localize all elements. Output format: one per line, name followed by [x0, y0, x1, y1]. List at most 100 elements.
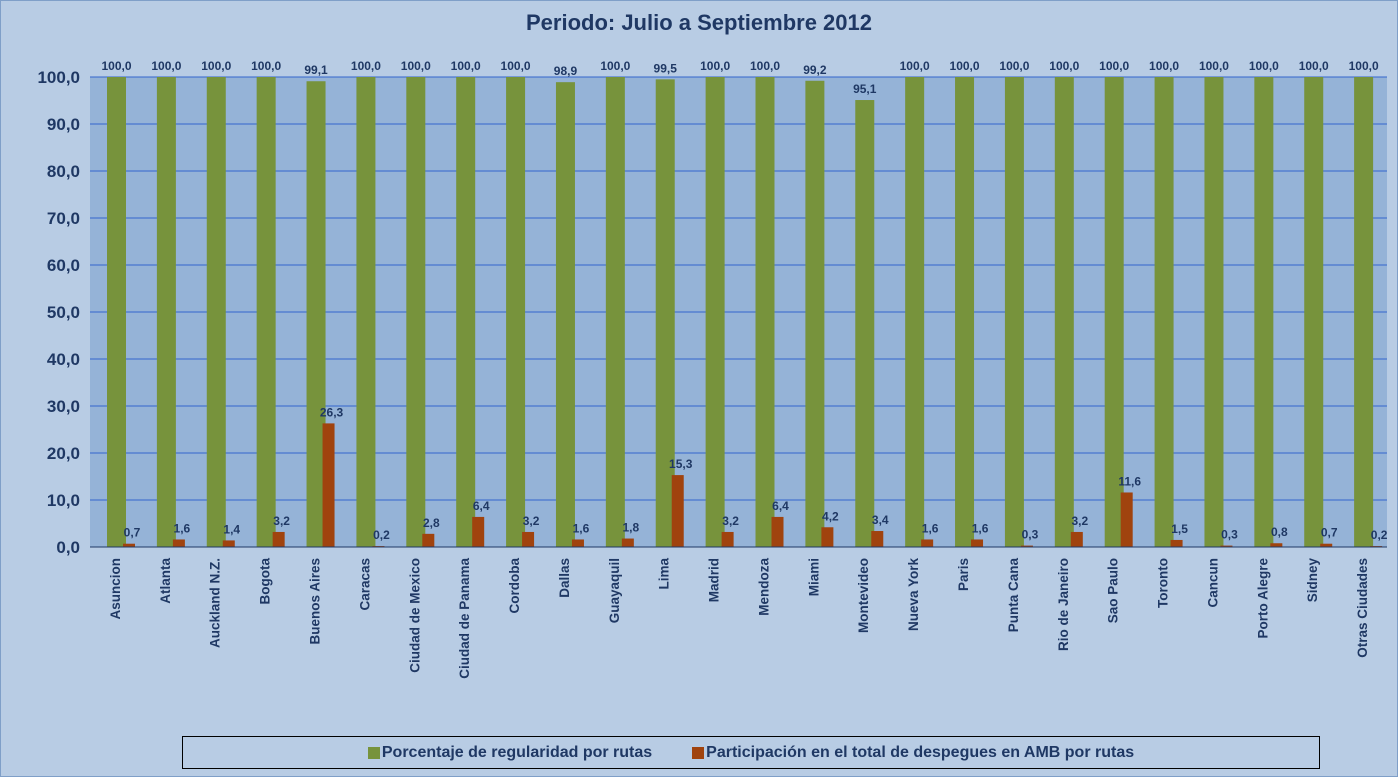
- data-label-regularidad: 100,0: [201, 59, 231, 73]
- x-tick-label: Otras Ciudades: [1355, 558, 1370, 658]
- data-label-regularidad: 100,0: [1299, 59, 1329, 73]
- bar-participacion: [472, 517, 484, 547]
- x-tick-label: Paris: [956, 558, 971, 591]
- data-label-participacion: 3,4: [872, 513, 889, 527]
- bar-regularidad: [1005, 77, 1024, 547]
- y-tick-label: 20,0: [47, 444, 80, 463]
- data-label-regularidad: 100,0: [151, 59, 181, 73]
- bar-participacion: [722, 532, 734, 547]
- bar-regularidad: [855, 100, 874, 547]
- bar-participacion: [422, 534, 434, 547]
- data-label-participacion: 6,4: [772, 499, 789, 513]
- bar-participacion: [772, 517, 784, 547]
- data-label-regularidad: 99,1: [304, 63, 328, 77]
- data-label-participacion: 0,3: [1221, 528, 1238, 542]
- x-tick-label: Auckland N.Z.: [208, 558, 223, 648]
- x-tick-label: Cancun: [1205, 558, 1220, 608]
- data-label-regularidad: 100,0: [1249, 59, 1279, 73]
- data-label-regularidad: 100,0: [101, 59, 131, 73]
- bar-participacion: [1121, 492, 1133, 547]
- x-tick-label: Miami: [806, 558, 821, 596]
- data-label-regularidad: 100,0: [451, 59, 481, 73]
- bar-participacion: [323, 423, 335, 547]
- data-label-regularidad: 99,5: [654, 61, 678, 75]
- data-label-participacion: 6,4: [473, 499, 490, 513]
- bar-regularidad: [1304, 77, 1323, 547]
- x-tick-label: Bogota: [258, 558, 273, 605]
- data-label-participacion: 4,2: [822, 509, 839, 523]
- x-tick-label: Mendoza: [756, 558, 771, 616]
- data-label-participacion: 0,7: [124, 526, 141, 540]
- x-tick-label: Sidney: [1305, 558, 1320, 603]
- x-tick-label: Porto Alegre: [1255, 558, 1270, 639]
- data-label-participacion: 0,8: [1271, 525, 1288, 539]
- bar-participacion: [223, 540, 235, 547]
- data-label-regularidad: 95,1: [853, 82, 877, 96]
- bar-regularidad: [606, 77, 625, 547]
- bar-participacion: [672, 475, 684, 547]
- bar-regularidad: [406, 77, 425, 547]
- x-tick-label: Caracas: [357, 558, 372, 611]
- bar-regularidad: [805, 81, 824, 547]
- data-label-participacion: 1,6: [922, 521, 939, 535]
- bar-participacion: [572, 539, 584, 547]
- x-tick-label: Punta Cana: [1006, 558, 1021, 633]
- bar-regularidad: [955, 77, 974, 547]
- x-tick-label: Ciudad de Panama: [457, 558, 472, 679]
- chart-title: Periodo: Julio a Septiembre 2012: [526, 10, 872, 35]
- data-label-participacion: 2,8: [423, 516, 440, 530]
- data-label-participacion: 0,2: [373, 528, 390, 542]
- data-label-regularidad: 100,0: [1049, 59, 1079, 73]
- data-label-participacion: 3,2: [523, 514, 540, 528]
- y-tick-label: 60,0: [47, 256, 80, 275]
- bar-participacion: [871, 531, 883, 547]
- data-label-regularidad: 100,0: [600, 59, 630, 73]
- data-label-regularidad: 100,0: [1149, 59, 1179, 73]
- data-label-participacion: 26,3: [320, 405, 344, 419]
- data-label-regularidad: 100,0: [700, 59, 730, 73]
- data-label-regularidad: 100,0: [900, 59, 930, 73]
- x-tick-label: Buenos Aires: [307, 558, 322, 645]
- bar-regularidad: [1354, 77, 1373, 547]
- y-tick-label: 50,0: [47, 303, 80, 322]
- y-tick-label: 10,0: [47, 491, 80, 510]
- bar-regularidad: [1204, 77, 1223, 547]
- data-label-participacion: 1,8: [623, 521, 640, 535]
- bar-participacion: [921, 539, 933, 547]
- bar-regularidad: [257, 77, 276, 547]
- x-tick-label: Nueva York: [906, 558, 921, 632]
- bar-regularidad: [506, 77, 525, 547]
- bar-regularidad: [706, 77, 725, 547]
- bar-participacion: [273, 532, 285, 547]
- data-label-participacion: 1,5: [1171, 522, 1188, 536]
- x-tick-label: Montevideo: [856, 558, 871, 633]
- x-axis-ticks: Asuncion Atlanta Auckland N.Z. Bogota Buenos…: [108, 558, 1370, 679]
- bar-participacion: [971, 539, 983, 547]
- bar-regularidad: [207, 77, 226, 547]
- data-label-regularidad: 100,0: [750, 59, 780, 73]
- legend-swatch-green: [368, 747, 380, 759]
- bar-regularidad: [1254, 77, 1273, 547]
- data-label-participacion: 1,4: [223, 522, 240, 536]
- y-axis-ticks: 0,0 10,0 20,0 30,0 40,0 50,0 60,0 70,0 80,0 90,0 1…: [37, 68, 80, 557]
- y-tick-label: 70,0: [47, 209, 80, 228]
- y-tick-label: 100,0: [37, 68, 80, 87]
- data-label-regularidad: 100,0: [351, 59, 381, 73]
- legend-label-regularidad: Porcentaje de regularidad por rutas: [382, 744, 652, 762]
- x-tick-label: Sao Paulo: [1106, 558, 1121, 623]
- data-label-participacion: 0,7: [1321, 526, 1338, 540]
- bar-regularidad: [556, 82, 575, 547]
- bar-participacion: [821, 527, 833, 547]
- data-label-regularidad: 100,0: [999, 59, 1029, 73]
- x-tick-label: Rio de Janeiro: [1056, 558, 1071, 651]
- x-tick-label: Asuncion: [108, 558, 123, 620]
- data-label-participacion: 0,3: [1022, 528, 1039, 542]
- bar-regularidad: [756, 77, 775, 547]
- bar-regularidad: [1155, 77, 1174, 547]
- data-label-participacion: 15,3: [669, 457, 693, 471]
- x-tick-label: Atlanta: [158, 558, 173, 604]
- data-label-regularidad: 100,0: [1099, 59, 1129, 73]
- y-tick-label: 40,0: [47, 350, 80, 369]
- data-label-participacion: 11,6: [1118, 474, 1141, 488]
